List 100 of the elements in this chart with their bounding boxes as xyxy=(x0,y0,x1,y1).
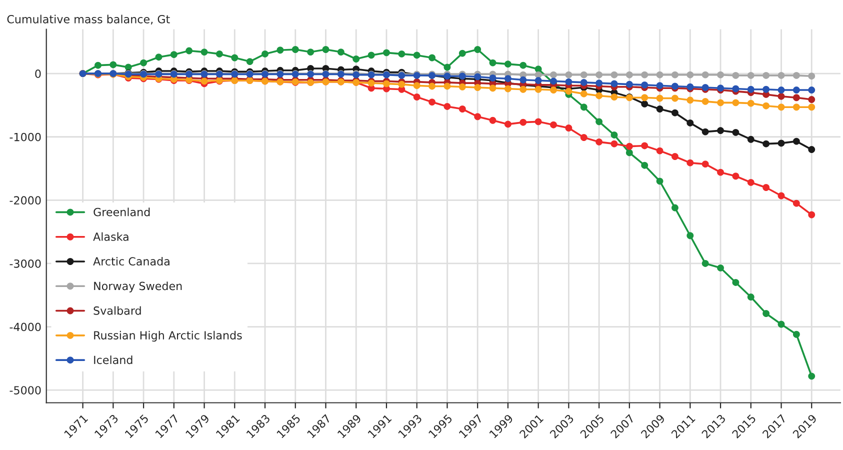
legend-label: Greenland xyxy=(94,208,150,216)
point xyxy=(762,184,770,191)
point xyxy=(155,54,162,61)
point xyxy=(520,76,527,84)
point xyxy=(520,118,527,126)
point xyxy=(200,48,208,56)
y-tick-label: -4000 xyxy=(10,322,41,332)
point xyxy=(762,310,770,317)
point xyxy=(671,109,678,116)
point xyxy=(626,71,633,78)
point xyxy=(580,134,588,141)
point xyxy=(337,48,344,56)
point xyxy=(732,72,740,79)
point xyxy=(444,64,451,71)
point xyxy=(322,46,330,53)
point xyxy=(262,50,268,58)
point xyxy=(428,98,436,106)
point xyxy=(778,192,785,200)
point xyxy=(808,72,816,80)
point xyxy=(778,140,785,147)
point xyxy=(596,80,603,87)
point xyxy=(474,46,482,53)
point xyxy=(94,62,102,69)
point xyxy=(610,94,618,100)
point xyxy=(702,260,709,267)
y-tick-label: -2000 xyxy=(10,196,41,205)
point xyxy=(474,84,482,91)
point xyxy=(762,102,770,110)
y-tick-label: -1000 xyxy=(10,132,41,142)
point xyxy=(596,138,603,146)
point xyxy=(550,71,557,78)
point xyxy=(732,99,740,106)
point xyxy=(778,104,785,111)
point xyxy=(808,146,816,153)
point xyxy=(596,71,603,78)
point xyxy=(686,232,694,240)
point xyxy=(413,94,420,100)
point xyxy=(413,82,420,90)
point xyxy=(140,59,148,66)
point xyxy=(702,128,709,136)
point xyxy=(686,71,694,78)
point xyxy=(702,71,709,78)
point xyxy=(504,85,512,92)
point xyxy=(656,106,664,112)
point xyxy=(717,264,724,272)
point xyxy=(580,90,588,98)
point xyxy=(747,86,754,93)
point xyxy=(792,86,800,94)
point xyxy=(610,80,618,88)
point xyxy=(398,50,406,58)
point xyxy=(808,211,816,218)
point xyxy=(565,71,572,78)
point xyxy=(656,147,664,154)
point xyxy=(671,153,678,160)
point xyxy=(534,86,542,93)
point xyxy=(550,121,557,128)
point xyxy=(656,82,664,90)
point xyxy=(489,84,496,92)
point xyxy=(186,47,193,54)
point xyxy=(732,279,740,286)
point xyxy=(747,72,754,79)
point xyxy=(520,86,527,93)
legend-label: Alaska xyxy=(93,232,128,241)
point xyxy=(428,82,436,90)
point xyxy=(656,94,664,102)
y-axis-title: Cumulative mass balance, Gt xyxy=(7,14,170,24)
point xyxy=(474,73,482,80)
point xyxy=(762,86,770,93)
point xyxy=(534,118,542,126)
point xyxy=(110,61,117,68)
point xyxy=(368,52,375,59)
point xyxy=(580,71,588,78)
point xyxy=(792,330,800,338)
point xyxy=(732,85,740,92)
point xyxy=(641,100,648,108)
point xyxy=(641,81,648,88)
point xyxy=(732,172,740,180)
point xyxy=(717,99,724,106)
point xyxy=(580,78,588,86)
point xyxy=(686,119,694,126)
point xyxy=(656,178,664,185)
point xyxy=(641,142,648,150)
point xyxy=(596,92,603,100)
point xyxy=(671,94,678,102)
point xyxy=(792,94,800,102)
point xyxy=(610,131,618,138)
point xyxy=(292,46,299,53)
legend-label: Svalbard xyxy=(94,306,141,315)
point xyxy=(246,58,254,66)
y-tick-label: -3000 xyxy=(10,259,41,268)
point xyxy=(626,80,633,88)
point xyxy=(307,48,314,56)
point xyxy=(747,178,754,186)
point xyxy=(383,80,390,88)
point xyxy=(200,78,208,85)
legend-label: Norway Sweden xyxy=(94,282,182,292)
point xyxy=(458,50,466,57)
point xyxy=(717,127,724,134)
point xyxy=(641,71,648,78)
point xyxy=(808,372,816,380)
